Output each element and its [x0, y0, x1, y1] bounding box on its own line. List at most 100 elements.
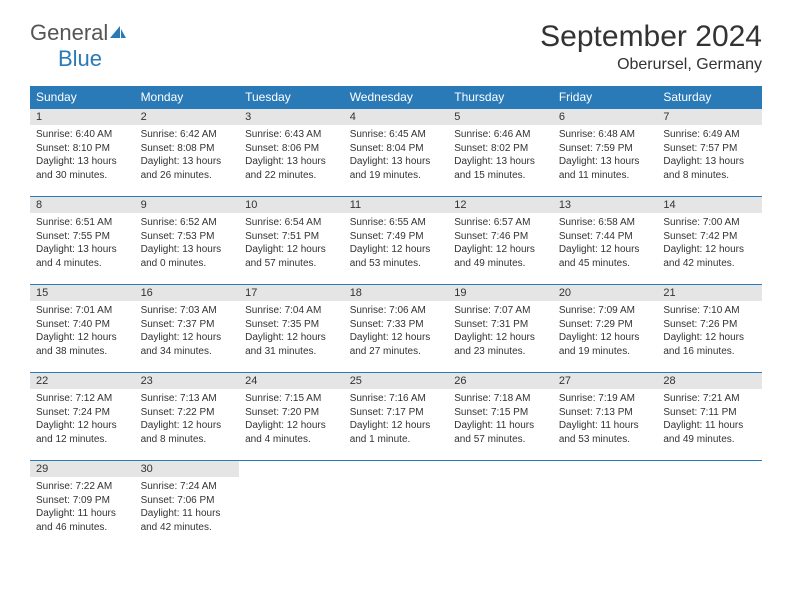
daylight-text: Daylight: 12 hours and 16 minutes. — [663, 331, 756, 358]
daylight-text: Daylight: 11 hours and 57 minutes. — [454, 419, 547, 446]
daylight-text: Daylight: 12 hours and 49 minutes. — [454, 243, 547, 270]
day-number: 21 — [657, 285, 762, 301]
logo: General Blue — [30, 20, 128, 72]
week-row: 29Sunrise: 7:22 AMSunset: 7:09 PMDayligh… — [30, 461, 762, 549]
day-number: 9 — [135, 197, 240, 213]
daylight-text: Daylight: 12 hours and 4 minutes. — [245, 419, 338, 446]
day-cell: 28Sunrise: 7:21 AMSunset: 7:11 PMDayligh… — [657, 373, 762, 461]
sunset-text: Sunset: 7:17 PM — [350, 406, 443, 420]
daylight-text: Daylight: 12 hours and 53 minutes. — [350, 243, 443, 270]
day-content: Sunrise: 7:03 AMSunset: 7:37 PMDaylight:… — [135, 301, 240, 361]
sunrise-text: Sunrise: 6:42 AM — [141, 128, 234, 142]
day-cell — [448, 461, 553, 549]
sunset-text: Sunset: 7:40 PM — [36, 318, 129, 332]
sunrise-text: Sunrise: 7:04 AM — [245, 304, 338, 318]
sunset-text: Sunset: 7:13 PM — [559, 406, 652, 420]
sunrise-text: Sunrise: 6:55 AM — [350, 216, 443, 230]
daylight-text: Daylight: 12 hours and 31 minutes. — [245, 331, 338, 358]
logo-text-general: General — [30, 20, 108, 45]
day-number: 12 — [448, 197, 553, 213]
day-content: Sunrise: 7:19 AMSunset: 7:13 PMDaylight:… — [553, 389, 658, 449]
sunset-text: Sunset: 7:20 PM — [245, 406, 338, 420]
daylight-text: Daylight: 11 hours and 42 minutes. — [141, 507, 234, 534]
day-content: Sunrise: 7:04 AMSunset: 7:35 PMDaylight:… — [239, 301, 344, 361]
day-content: Sunrise: 6:51 AMSunset: 7:55 PMDaylight:… — [30, 213, 135, 273]
sunrise-text: Sunrise: 7:01 AM — [36, 304, 129, 318]
sunrise-text: Sunrise: 7:07 AM — [454, 304, 547, 318]
daylight-text: Daylight: 12 hours and 38 minutes. — [36, 331, 129, 358]
day-content: Sunrise: 6:42 AMSunset: 8:08 PMDaylight:… — [135, 125, 240, 185]
day-content: Sunrise: 6:48 AMSunset: 7:59 PMDaylight:… — [553, 125, 658, 185]
day-cell: 12Sunrise: 6:57 AMSunset: 7:46 PMDayligh… — [448, 197, 553, 285]
daylight-text: Daylight: 13 hours and 22 minutes. — [245, 155, 338, 182]
day-cell: 20Sunrise: 7:09 AMSunset: 7:29 PMDayligh… — [553, 285, 658, 373]
day-number: 29 — [30, 461, 135, 477]
day-content: Sunrise: 7:00 AMSunset: 7:42 PMDaylight:… — [657, 213, 762, 273]
day-content: Sunrise: 6:40 AMSunset: 8:10 PMDaylight:… — [30, 125, 135, 185]
day-cell: 15Sunrise: 7:01 AMSunset: 7:40 PMDayligh… — [30, 285, 135, 373]
day-content: Sunrise: 7:16 AMSunset: 7:17 PMDaylight:… — [344, 389, 449, 449]
location: Oberursel, Germany — [540, 56, 762, 74]
day-header-mon: Monday — [135, 86, 240, 109]
daylight-text: Daylight: 12 hours and 1 minute. — [350, 419, 443, 446]
day-content: Sunrise: 7:10 AMSunset: 7:26 PMDaylight:… — [657, 301, 762, 361]
day-cell: 14Sunrise: 7:00 AMSunset: 7:42 PMDayligh… — [657, 197, 762, 285]
day-number: 24 — [239, 373, 344, 389]
sunrise-text: Sunrise: 7:21 AM — [663, 392, 756, 406]
day-content: Sunrise: 6:46 AMSunset: 8:02 PMDaylight:… — [448, 125, 553, 185]
day-header-sun: Sunday — [30, 86, 135, 109]
sunset-text: Sunset: 8:08 PM — [141, 142, 234, 156]
sunset-text: Sunset: 7:57 PM — [663, 142, 756, 156]
day-content: Sunrise: 7:18 AMSunset: 7:15 PMDaylight:… — [448, 389, 553, 449]
day-number: 26 — [448, 373, 553, 389]
day-cell: 2Sunrise: 6:42 AMSunset: 8:08 PMDaylight… — [135, 109, 240, 197]
daylight-text: Daylight: 13 hours and 0 minutes. — [141, 243, 234, 270]
daylight-text: Daylight: 12 hours and 12 minutes. — [36, 419, 129, 446]
day-cell: 29Sunrise: 7:22 AMSunset: 7:09 PMDayligh… — [30, 461, 135, 549]
daylight-text: Daylight: 11 hours and 49 minutes. — [663, 419, 756, 446]
daylight-text: Daylight: 13 hours and 8 minutes. — [663, 155, 756, 182]
day-number: 14 — [657, 197, 762, 213]
sunset-text: Sunset: 7:51 PM — [245, 230, 338, 244]
sunset-text: Sunset: 8:10 PM — [36, 142, 129, 156]
day-content: Sunrise: 7:21 AMSunset: 7:11 PMDaylight:… — [657, 389, 762, 449]
sunset-text: Sunset: 7:42 PM — [663, 230, 756, 244]
day-number: 30 — [135, 461, 240, 477]
day-header-tue: Tuesday — [239, 86, 344, 109]
day-number: 27 — [553, 373, 658, 389]
logo-text: General Blue — [30, 20, 128, 72]
day-cell: 25Sunrise: 7:16 AMSunset: 7:17 PMDayligh… — [344, 373, 449, 461]
logo-text-blue: Blue — [58, 46, 102, 71]
sunset-text: Sunset: 7:22 PM — [141, 406, 234, 420]
daylight-text: Daylight: 13 hours and 26 minutes. — [141, 155, 234, 182]
daylight-text: Daylight: 13 hours and 19 minutes. — [350, 155, 443, 182]
week-row: 8Sunrise: 6:51 AMSunset: 7:55 PMDaylight… — [30, 197, 762, 285]
day-cell: 4Sunrise: 6:45 AMSunset: 8:04 PMDaylight… — [344, 109, 449, 197]
sunrise-text: Sunrise: 7:00 AM — [663, 216, 756, 230]
sunset-text: Sunset: 7:06 PM — [141, 494, 234, 508]
week-row: 15Sunrise: 7:01 AMSunset: 7:40 PMDayligh… — [30, 285, 762, 373]
day-number: 18 — [344, 285, 449, 301]
day-content: Sunrise: 6:45 AMSunset: 8:04 PMDaylight:… — [344, 125, 449, 185]
day-content: Sunrise: 6:57 AMSunset: 7:46 PMDaylight:… — [448, 213, 553, 273]
sunrise-text: Sunrise: 7:18 AM — [454, 392, 547, 406]
title-block: September 2024 Oberursel, Germany — [540, 20, 762, 74]
day-number: 7 — [657, 109, 762, 125]
day-cell: 17Sunrise: 7:04 AMSunset: 7:35 PMDayligh… — [239, 285, 344, 373]
week-row: 22Sunrise: 7:12 AMSunset: 7:24 PMDayligh… — [30, 373, 762, 461]
sunrise-text: Sunrise: 7:10 AM — [663, 304, 756, 318]
day-header-thu: Thursday — [448, 86, 553, 109]
sunrise-text: Sunrise: 6:51 AM — [36, 216, 129, 230]
sunset-text: Sunset: 7:24 PM — [36, 406, 129, 420]
day-number: 22 — [30, 373, 135, 389]
day-content: Sunrise: 7:06 AMSunset: 7:33 PMDaylight:… — [344, 301, 449, 361]
day-number: 16 — [135, 285, 240, 301]
day-content: Sunrise: 6:43 AMSunset: 8:06 PMDaylight:… — [239, 125, 344, 185]
day-cell: 1Sunrise: 6:40 AMSunset: 8:10 PMDaylight… — [30, 109, 135, 197]
sunset-text: Sunset: 7:49 PM — [350, 230, 443, 244]
sunset-text: Sunset: 7:44 PM — [559, 230, 652, 244]
day-number: 4 — [344, 109, 449, 125]
day-cell: 26Sunrise: 7:18 AMSunset: 7:15 PMDayligh… — [448, 373, 553, 461]
calendar-body: 1Sunrise: 6:40 AMSunset: 8:10 PMDaylight… — [30, 109, 762, 549]
sunrise-text: Sunrise: 6:48 AM — [559, 128, 652, 142]
